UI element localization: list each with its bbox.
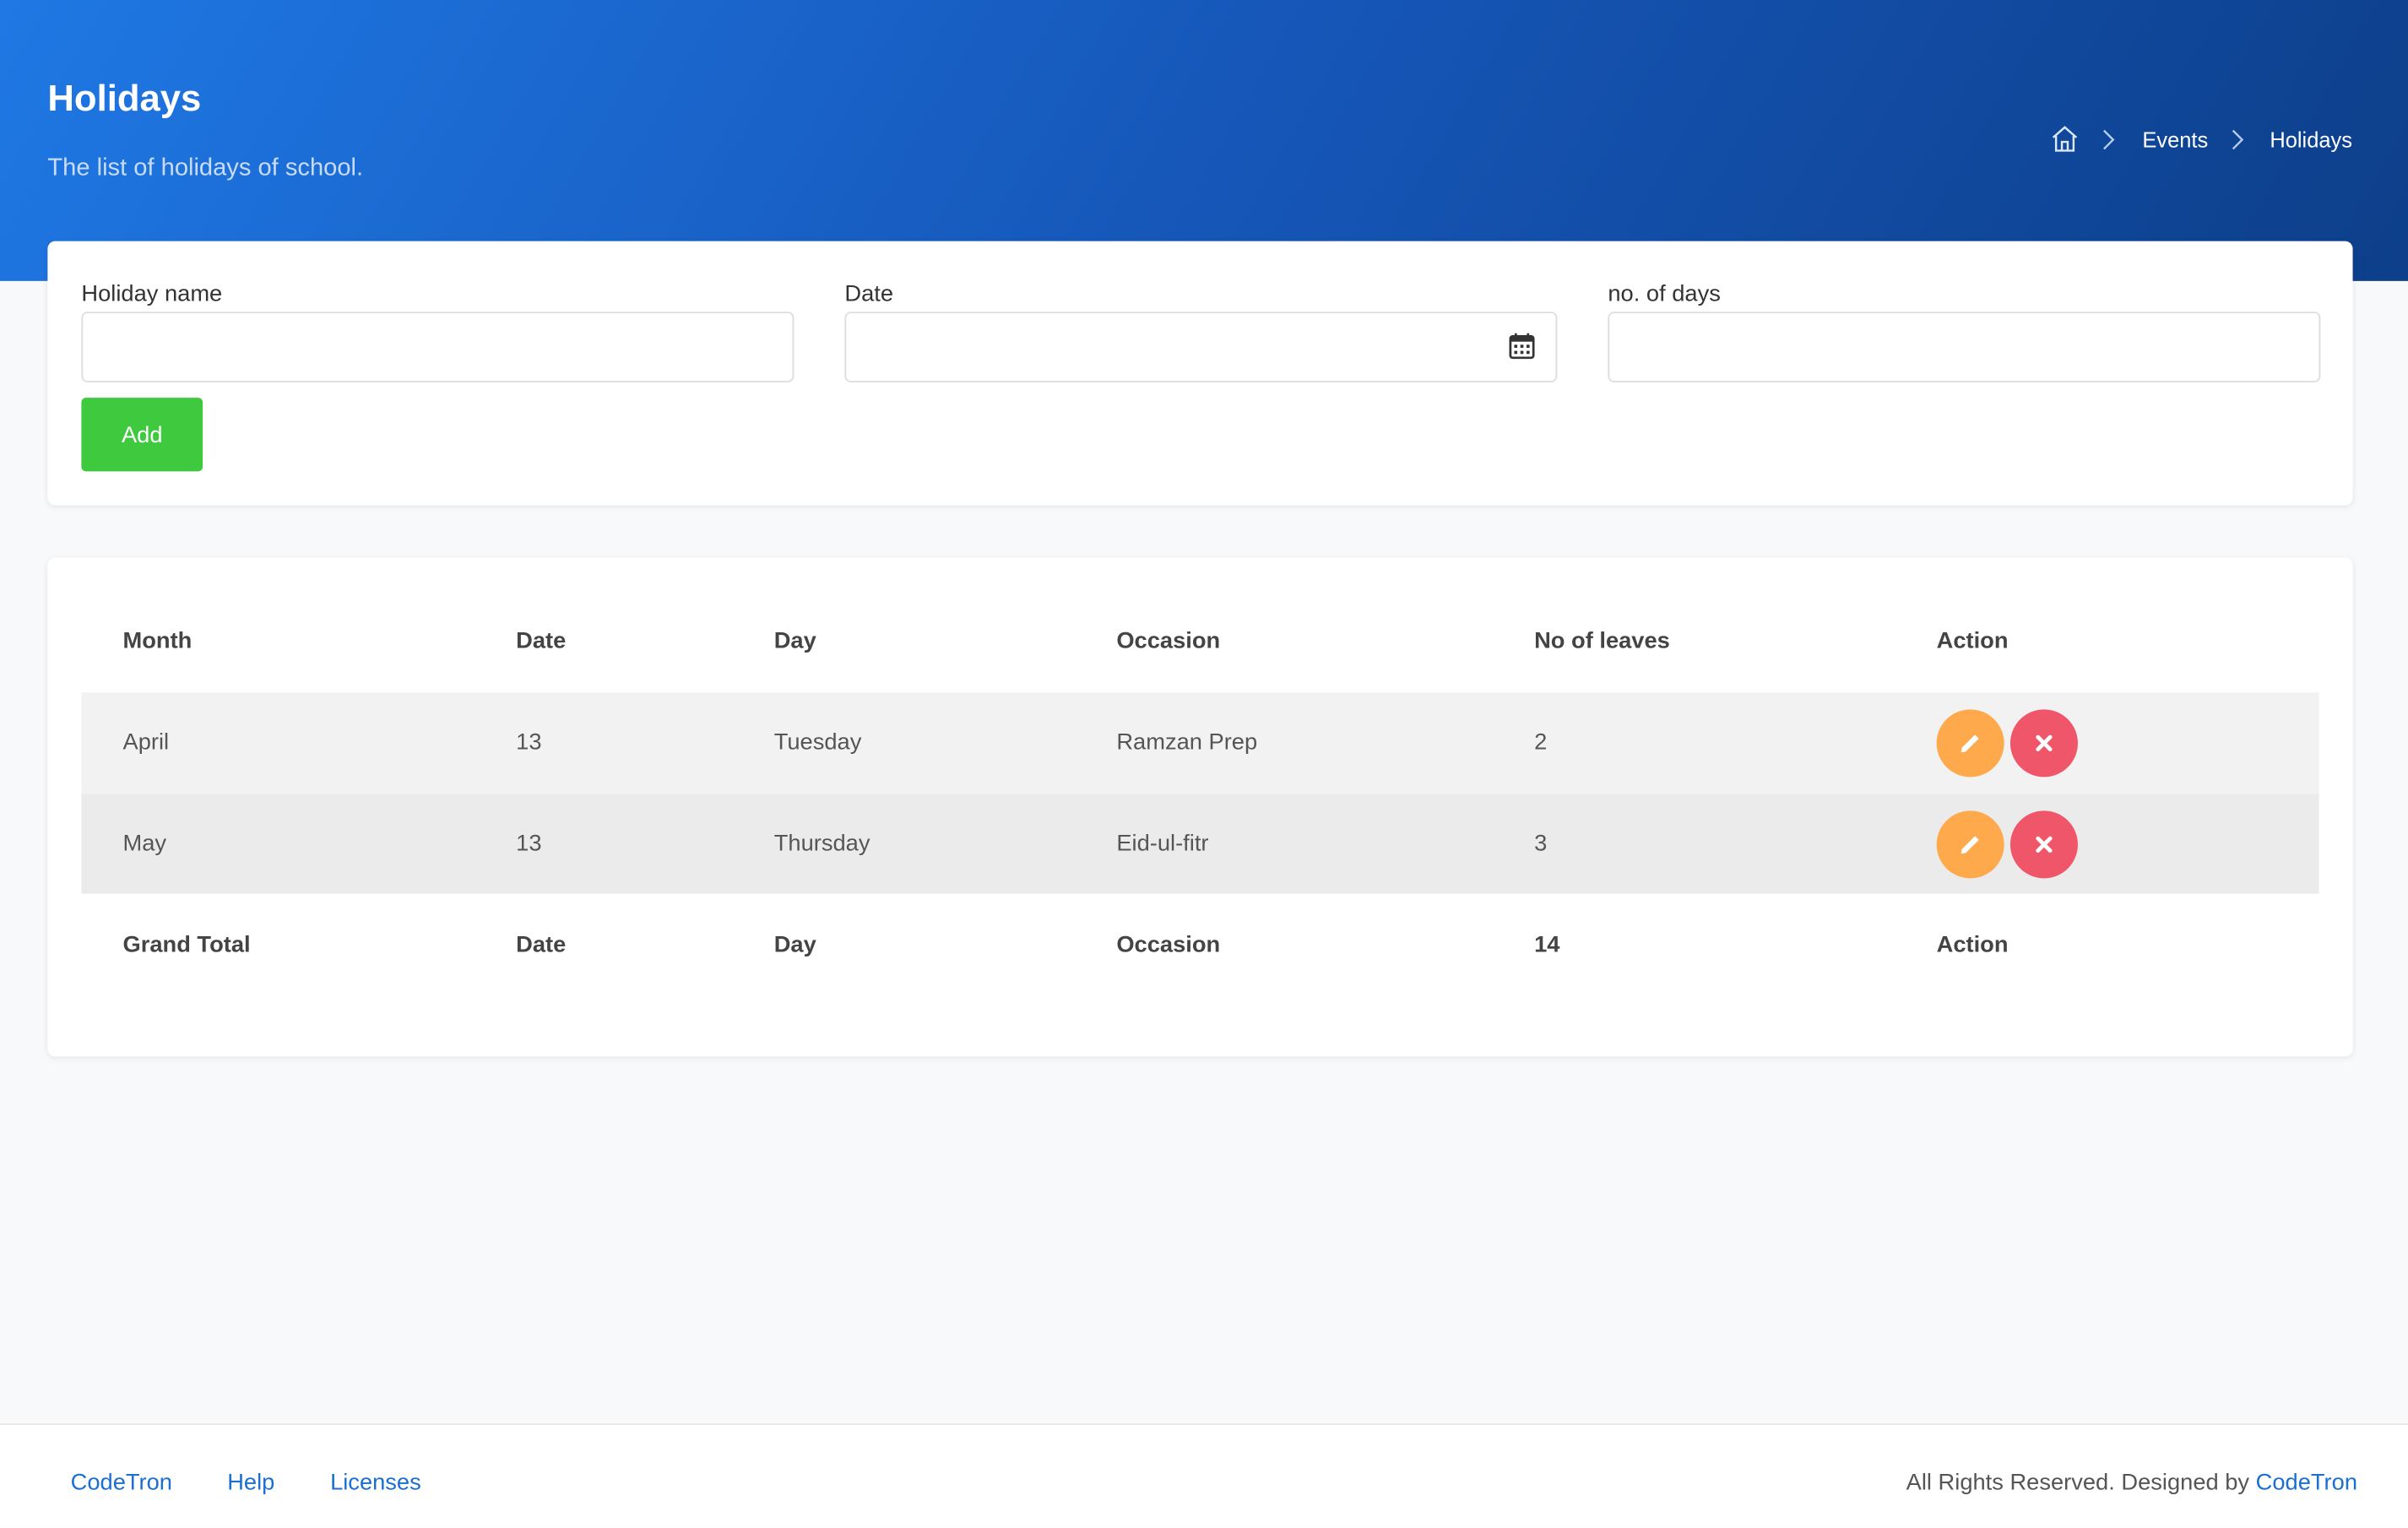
column-header: Month (122, 627, 193, 654)
footer-cell: Occasion (1116, 932, 1221, 958)
table-cell: Thursday (773, 831, 870, 857)
copyright: All Rights Reserved. Designed by CodeTro… (1906, 1470, 2357, 1496)
table-cell: April (122, 729, 170, 756)
footer-link[interactable]: Licenses (330, 1469, 421, 1496)
footer-cell: 14 (1534, 932, 1560, 958)
brand-link[interactable]: CodeTron (2255, 1469, 2358, 1496)
footer-cell: Day (773, 932, 816, 958)
footer-cell: Date (516, 932, 567, 958)
table-cell: Ramzan Prep (1116, 729, 1258, 756)
column-header: Date (516, 627, 567, 654)
table-cell: 13 (516, 729, 542, 756)
field-label: Holiday name (81, 280, 223, 307)
column-header: No of leaves (1534, 627, 1670, 654)
home-icon[interactable] (2050, 124, 2080, 154)
edit-button[interactable] (1936, 709, 2004, 778)
add-button[interactable]: Add (81, 398, 203, 472)
breadcrumb-separator (2232, 129, 2244, 150)
header-banner (0, 0, 2408, 281)
breadcrumb-link[interactable]: Events (2142, 127, 2209, 153)
text-input[interactable] (81, 312, 795, 382)
footer-cell: Grand Total (122, 932, 251, 958)
field-label: Date (844, 280, 894, 307)
delete-button[interactable] (2009, 709, 2078, 778)
page-subtitle: The list of holidays of school. (47, 154, 364, 182)
pencil-icon (1961, 734, 1979, 753)
column-header: Action (1936, 627, 2009, 654)
close-icon (2036, 836, 2053, 853)
footer-link[interactable]: Help (227, 1469, 275, 1496)
calendar-icon[interactable] (1508, 332, 1536, 360)
breadcrumb-current: Holidays (2270, 127, 2353, 153)
page-title: Holidays (47, 78, 202, 120)
field-label: no. of days (1608, 280, 1721, 307)
copyright-text: All Rights Reserved. Designed by (1906, 1469, 2250, 1496)
number-input[interactable] (1608, 312, 2321, 382)
footer-cell: Action (1936, 932, 2009, 958)
date-input[interactable] (844, 312, 1558, 382)
table-cell: Eid-ul-fitr (1116, 831, 1209, 857)
table-cell: 13 (516, 831, 542, 857)
breadcrumb-separator (2103, 129, 2115, 150)
table-cell: 2 (1534, 729, 1548, 756)
table-cell: 3 (1534, 831, 1548, 857)
column-header: Day (773, 627, 816, 654)
close-icon (2036, 734, 2053, 751)
delete-button[interactable] (2009, 810, 2078, 879)
edit-button[interactable] (1936, 810, 2004, 879)
column-header: Occasion (1116, 627, 1221, 654)
table-cell: Tuesday (773, 729, 862, 756)
footer-bar (0, 1423, 2408, 1528)
table-cell: May (122, 831, 167, 857)
pencil-icon (1961, 836, 1979, 854)
footer-link[interactable]: CodeTron (70, 1469, 173, 1496)
